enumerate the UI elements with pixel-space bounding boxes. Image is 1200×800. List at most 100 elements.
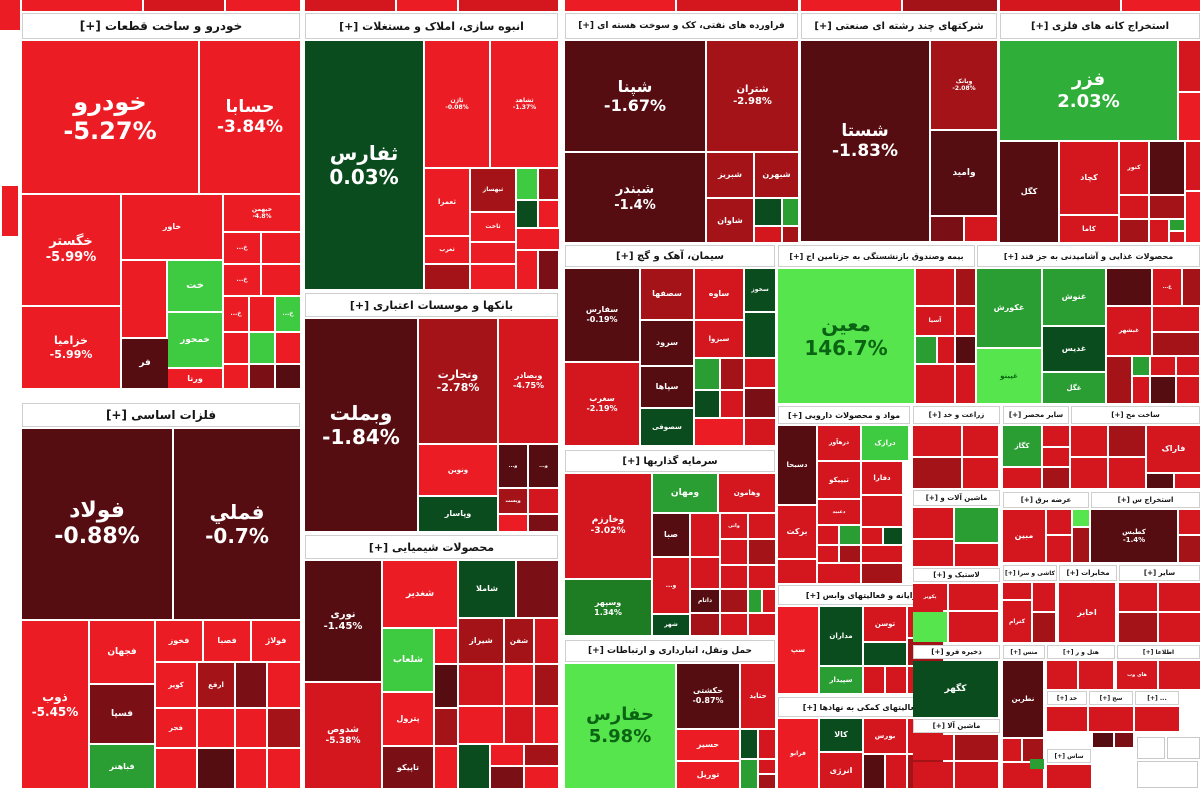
tile[interactable] (759, 730, 775, 758)
tile-ثاژن[interactable]: ثاژن -0.08% (425, 41, 489, 167)
tile[interactable] (525, 745, 558, 765)
tile-پترول[interactable]: پترول (383, 693, 433, 745)
tile[interactable] (862, 564, 902, 583)
tile[interactable] (1093, 733, 1113, 747)
tile[interactable] (1135, 707, 1179, 731)
tile[interactable] (425, 265, 469, 289)
tile[interactable] (721, 614, 747, 635)
tile-سپاها[interactable]: سپاها (641, 367, 693, 407)
tile-غ...[interactable]: غ... (1153, 269, 1181, 305)
tile[interactable] (956, 337, 975, 363)
tile[interactable] (262, 265, 300, 295)
tile-فر[interactable]: فر (122, 339, 168, 388)
sector-header-basic-metals[interactable]: فلزات اساسی [+] (22, 403, 300, 427)
tile-فزر[interactable]: فزر 2.03% (1000, 41, 1177, 140)
sector-header-metal-products[interactable]: ساخت مح [+] (1071, 406, 1200, 424)
tile-حسابا[interactable]: حسابا -3.84% (200, 41, 300, 193)
sector-header-conglomerates[interactable]: شرکتهای چند رشته ای صنعتی [+] (801, 13, 997, 39)
tile[interactable] (198, 749, 234, 788)
tile[interactable] (1186, 192, 1200, 242)
tile[interactable] (539, 251, 558, 289)
tile-دفارا[interactable]: دفارا (862, 462, 902, 494)
tile[interactable] (783, 227, 798, 242)
tile[interactable] (1043, 468, 1069, 488)
tile[interactable] (529, 489, 558, 513)
tile-تاپیکو[interactable]: تاپیکو (383, 747, 433, 788)
tile-فسپا[interactable]: فسپا (90, 685, 154, 743)
sector-header-chemicals[interactable]: محصولات شیمیایی [+] (305, 535, 558, 559)
tile[interactable] (250, 297, 274, 331)
tile[interactable] (938, 337, 954, 363)
tile-ثاخت[interactable]: ثاخت (471, 213, 515, 241)
sector-header-investments[interactable]: سرمایه گذاریها [+] (565, 450, 775, 472)
sector-header-other-nonmetal-minerals[interactable]: سایر محصر [+] (1003, 406, 1069, 424)
tile[interactable] (1033, 583, 1055, 611)
tile-معین[interactable]: معین 146.7% (778, 269, 914, 403)
tile[interactable] (236, 749, 266, 788)
tile[interactable] (435, 747, 457, 788)
tile-سپ[interactable]: سپ (778, 607, 818, 693)
tile-فصبا[interactable]: فصبا (204, 621, 250, 661)
tile[interactable] (916, 269, 954, 305)
tile[interactable] (276, 333, 300, 363)
tile[interactable] (1071, 426, 1107, 456)
sector-header-other[interactable]: سایر [+] (1119, 565, 1200, 581)
sector-header-machinery[interactable]: ماشین آلات و [+] (913, 490, 1000, 506)
tile-خمحور[interactable]: خمحور (168, 313, 222, 367)
tile[interactable] (955, 544, 998, 566)
tile-شبندر[interactable]: شبندر -1.4% (565, 153, 705, 242)
tile-مداران[interactable]: مداران (820, 607, 862, 665)
tile-داتام[interactable]: داتام (691, 590, 719, 612)
tile[interactable] (1119, 613, 1157, 642)
tile[interactable] (913, 612, 947, 642)
tile-کگاز[interactable]: کگاز (1003, 426, 1041, 466)
tile-شبریز[interactable]: شبریز (707, 153, 753, 197)
tile[interactable] (236, 663, 266, 707)
sector-header-information[interactable]: اطلاعا [+] (1117, 645, 1200, 659)
tile-ثشاهد[interactable]: ثشاهد -1.37% (491, 41, 558, 167)
tile-و...[interactable]: و... (529, 445, 558, 487)
tile[interactable] (1023, 739, 1043, 761)
tile-و...[interactable]: و... (499, 445, 527, 487)
tile[interactable] (1175, 474, 1200, 488)
tile[interactable] (1179, 41, 1200, 91)
tile[interactable] (1003, 468, 1041, 488)
tile[interactable] (956, 269, 975, 305)
tile[interactable] (886, 667, 906, 693)
tile[interactable] (749, 614, 775, 635)
tile-ذوب[interactable]: ذوب -5.45% (22, 621, 88, 788)
tile-ثبهساز[interactable]: ثبهساز (471, 169, 515, 211)
tile-ثعمرا[interactable]: ثعمرا (425, 169, 469, 235)
tile[interactable] (250, 333, 274, 363)
tile[interactable] (491, 767, 523, 788)
tile[interactable] (955, 735, 998, 760)
tile[interactable] (459, 745, 489, 788)
tile[interactable] (916, 365, 954, 403)
tile-شغدیر[interactable]: شغدیر (383, 561, 457, 627)
tile-شلعاب[interactable]: شلعاب (383, 629, 433, 691)
tile[interactable] (956, 307, 975, 335)
tile-سبزوا[interactable]: سبزوا (695, 321, 743, 357)
tile-وبملت[interactable]: وبملت -1.84% (305, 319, 417, 531)
tile[interactable] (529, 515, 558, 531)
tile-دسبحا[interactable]: دسبحا (778, 426, 816, 504)
tile-انرژی[interactable]: انرژی (820, 753, 862, 788)
tile[interactable] (721, 359, 743, 389)
tile[interactable] (862, 528, 882, 544)
tile[interactable] (1147, 474, 1173, 488)
tile-های وب[interactable]: های وب (1117, 661, 1157, 689)
tile-وپاسار[interactable]: وپاسار (419, 497, 497, 531)
tile[interactable] (1179, 536, 1200, 562)
tile-شیراز[interactable]: شیراز (459, 619, 503, 663)
tile-توسن[interactable]: توسن (864, 607, 906, 641)
tile[interactable] (268, 709, 300, 747)
tile[interactable] (1003, 583, 1031, 599)
tile-وهامون[interactable]: وهامون (719, 474, 775, 512)
tile-غدیس[interactable]: غدیس (1043, 327, 1105, 371)
tile[interactable] (695, 391, 719, 417)
tile[interactable] (955, 762, 998, 788)
tile-کگهر[interactable]: کگهر (913, 661, 998, 717)
tile[interactable] (749, 566, 775, 588)
tile[interactable] (695, 419, 743, 445)
tile[interactable] (1151, 357, 1175, 375)
